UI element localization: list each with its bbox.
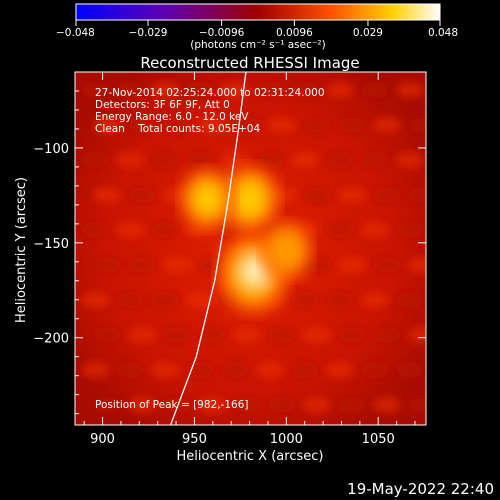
y-tick-label: −200 <box>33 332 69 347</box>
plot-frame <box>74 71 427 426</box>
info-block: 27-Nov-2014 02:25:24.000 to 02:31:24.000… <box>95 87 325 135</box>
peak-position-label: Position of Peak = [982,-166] <box>95 399 249 411</box>
info-total-counts: Clean Total counts: 9.05E+04 <box>95 123 260 135</box>
heatmap-plot <box>75 72 426 425</box>
colorbar-tick-label: −0.048 <box>56 27 95 39</box>
colorbar-tick-label: −0.0096 <box>199 27 245 39</box>
info-detectors: Detectors: 3F 6F 9F, Att 0 <box>95 99 230 111</box>
colorbar-tick-label: 0.0096 <box>276 27 313 39</box>
solar-limb-curve <box>169 72 247 425</box>
hxr-source <box>180 168 235 230</box>
chart-title: Reconstructed RHESSI Image <box>140 54 359 72</box>
x-tick-label: 1050 <box>362 432 395 447</box>
colorbar-unit-label: (photons cm⁻² s⁻¹ asec⁻²) <box>190 39 325 51</box>
colorbar-tick-label: 0.029 <box>353 27 383 39</box>
colorbar-tick-label: 0.048 <box>428 27 458 39</box>
colorbar <box>75 3 441 21</box>
info-time-range: 27-Nov-2014 02:25:24.000 to 02:31:24.000 <box>95 87 325 99</box>
info-energy-range: Energy Range: 6.0 - 12.0 keV <box>95 111 249 123</box>
colorbar-tick-label: −0.029 <box>129 27 168 39</box>
plot-axes: 900 950 1000 1050 −100 −150 −200 <box>33 71 426 447</box>
x-tick-label: 1000 <box>270 432 303 447</box>
colorbar-ticks: −0.048 −0.029 −0.0096 0.0096 0.029 0.048 <box>56 20 458 39</box>
hxr-source <box>220 165 280 233</box>
x-axis-label: Heliocentric X (arcsec) <box>177 449 324 464</box>
y-tick-label: −100 <box>33 142 69 157</box>
timestamp: 19-May-2022 22:40 <box>347 480 494 498</box>
x-tick-label: 950 <box>182 432 207 447</box>
x-tick-label: 900 <box>90 432 115 447</box>
y-axis-label: Heliocentric Y (arcsec) <box>14 177 29 323</box>
y-tick-label: −150 <box>33 237 69 252</box>
hxr-source <box>261 221 312 280</box>
